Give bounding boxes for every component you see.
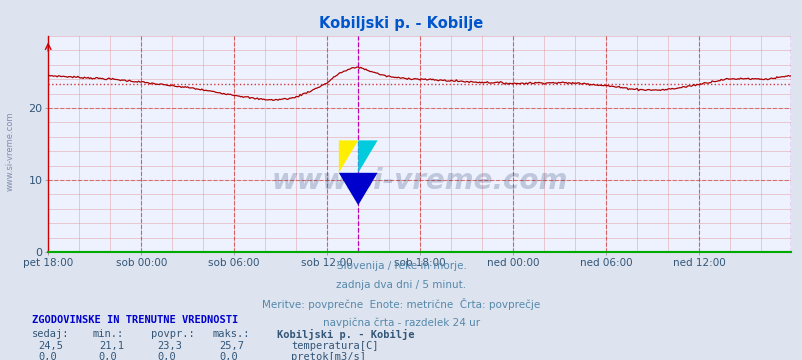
Text: 23,3: 23,3: [157, 341, 182, 351]
Text: Kobiljski p. - Kobilje: Kobiljski p. - Kobilje: [319, 16, 483, 31]
Text: povpr.:: povpr.:: [151, 329, 194, 339]
Polygon shape: [338, 140, 358, 173]
Polygon shape: [338, 173, 377, 205]
Text: 25,7: 25,7: [219, 341, 244, 351]
Text: min.:: min.:: [92, 329, 124, 339]
Text: 0,0: 0,0: [99, 352, 117, 360]
Text: zadnja dva dni / 5 minut.: zadnja dva dni / 5 minut.: [336, 280, 466, 290]
Text: sedaj:: sedaj:: [32, 329, 70, 339]
Text: 0,0: 0,0: [38, 352, 57, 360]
Text: 0,0: 0,0: [157, 352, 176, 360]
Text: Slovenija / reke in morje.: Slovenija / reke in morje.: [336, 261, 466, 271]
Text: Meritve: povprečne  Enote: metrične  Črta: povprečje: Meritve: povprečne Enote: metrične Črta:…: [262, 298, 540, 310]
Text: 24,5: 24,5: [38, 341, 63, 351]
Text: navpična črta - razdelek 24 ur: navpična črta - razdelek 24 ur: [322, 317, 480, 328]
Text: Kobiljski p. - Kobilje: Kobiljski p. - Kobilje: [277, 329, 414, 341]
Text: temperatura[C]: temperatura[C]: [291, 341, 379, 351]
Text: maks.:: maks.:: [213, 329, 250, 339]
Polygon shape: [358, 140, 377, 173]
Text: 21,1: 21,1: [99, 341, 124, 351]
Text: www.si-vreme.com: www.si-vreme.com: [271, 167, 567, 195]
Text: 0,0: 0,0: [219, 352, 237, 360]
Text: ZGODOVINSKE IN TRENUTNE VREDNOSTI: ZGODOVINSKE IN TRENUTNE VREDNOSTI: [32, 315, 238, 325]
Text: www.si-vreme.com: www.si-vreme.com: [6, 112, 15, 191]
Text: pretok[m3/s]: pretok[m3/s]: [291, 352, 366, 360]
